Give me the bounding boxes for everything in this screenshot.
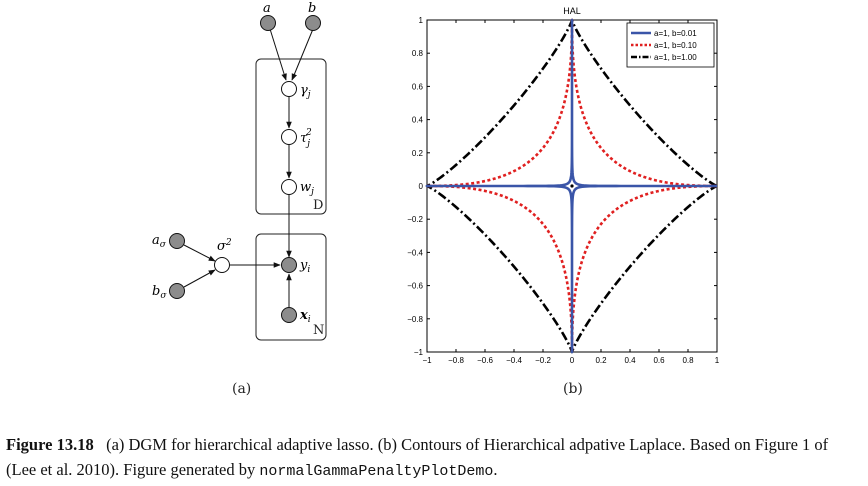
dgm-sublabel: (a) [232, 381, 251, 397]
node-b-sigma [169, 283, 185, 299]
node-gamma-label: γj [300, 83, 311, 100]
x-axis-ticks: −1 −0.8 −0.6 −0.4 −0.2 0 0.2 0.4 0.6 0.8 1 [422, 20, 720, 365]
plate-d [255, 58, 327, 215]
node-b-label: b [308, 1, 316, 16]
y-tick-label: 0.8 [412, 49, 424, 58]
plot-title: HAL [563, 6, 581, 16]
caption-end: . [493, 460, 498, 479]
x-tick-label: −1 [422, 356, 432, 365]
y-axis-ticks: −1 −0.8 −0.6 −0.4 −0.2 0 0.2 0.4 0.6 0.8 1 [407, 16, 717, 357]
x-tick-label: −0.2 [535, 356, 551, 365]
dgm-nodes: a b γj τj2 wj aσ bσ σ2 yi xi [152, 1, 321, 325]
legend-label: a=1, b=1.00 [654, 53, 697, 62]
y-tick-label: −1 [414, 348, 424, 357]
plate-d-label: D [313, 198, 323, 213]
node-tau [281, 129, 297, 145]
x-tick-label: 0.4 [624, 356, 636, 365]
plot-sublabel: (b) [563, 381, 583, 397]
node-a-sigma [169, 233, 185, 249]
node-tau-label: τj2 [300, 128, 312, 149]
node-x-label: xi [299, 308, 311, 325]
figure-canvas: D N a b γj τj2 wj [152, 1, 720, 397]
x-tick-label: 0 [570, 356, 575, 365]
edge-asig-sigma [183, 244, 216, 262]
hal-contour-plot: HAL −1−0.8−0.6−0.4−0.200.20.40.60.81 −1−… [407, 6, 720, 397]
plate-n-label: N [313, 323, 324, 338]
legend-label: a=1, b=0.01 [654, 29, 697, 38]
edge-a-gamma [269, 28, 287, 81]
node-b [305, 15, 321, 31]
dgm-diagram: D N a b γj τj2 wj [152, 1, 327, 397]
y-tick-label: 0 [419, 182, 424, 191]
x-tick-label: −0.8 [448, 356, 464, 365]
x-tick-label: 0.8 [682, 356, 694, 365]
y-tick-label: −0.2 [407, 215, 423, 224]
x-tick-label: −0.6 [477, 356, 493, 365]
figure-caption: Figure 13.18 (a) DGM for hierarchical ad… [6, 432, 862, 484]
y-tick-label: 0.4 [412, 116, 424, 125]
y-tick-label: −0.6 [407, 282, 423, 291]
contour-series [425, 18, 719, 354]
node-sigma-label: σ2 [217, 238, 232, 254]
y-tick-label: −0.8 [407, 315, 423, 324]
contour-series [425, 18, 719, 354]
plate-n [255, 233, 327, 341]
origin-marker [570, 184, 574, 188]
y-tick-label: 0.6 [412, 82, 424, 91]
y-tick-label: 0.2 [412, 149, 424, 158]
dgm-edges [183, 28, 314, 307]
node-w [281, 179, 297, 195]
caption-figure-label: Figure 13.18 [6, 435, 94, 454]
legend: a=1, b=0.01 a=1, b=0.10 a=1, b=1.00 [626, 22, 715, 68]
x-tick-label: 0.6 [653, 356, 665, 365]
legend-label: a=1, b=0.10 [654, 41, 697, 50]
node-x [281, 307, 297, 323]
caption-code: normalGammaPenaltyPlotDemo [259, 463, 494, 480]
edge-bsig-sigma [183, 269, 216, 288]
edge-b-gamma [291, 28, 314, 81]
node-gamma [281, 81, 297, 97]
node-y [281, 257, 297, 273]
node-a-label: a [263, 1, 271, 16]
y-tick-label: 1 [419, 16, 424, 25]
node-w-label: wj [300, 180, 314, 197]
x-tick-label: 0.2 [595, 356, 607, 365]
node-y-label: yi [299, 258, 310, 275]
y-tick-label: −0.4 [407, 248, 423, 257]
node-a [260, 15, 276, 31]
node-b-sigma-label: bσ [152, 284, 167, 301]
caption-text: (a) DGM for hierarchical adaptive lasso.… [6, 435, 829, 479]
x-tick-label: −0.4 [506, 356, 522, 365]
node-a-sigma-label: aσ [152, 233, 167, 250]
contour-curves [425, 18, 719, 354]
node-sigma [214, 257, 230, 273]
x-tick-label: 1 [715, 356, 720, 365]
